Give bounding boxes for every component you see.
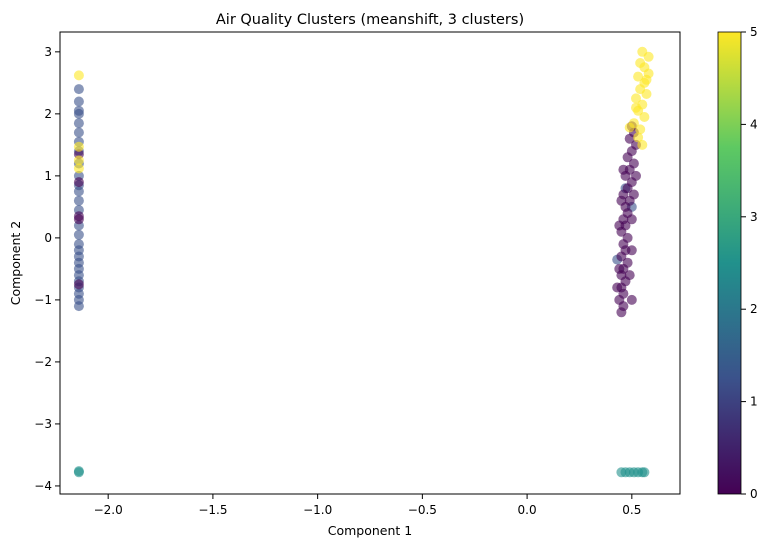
- colorbar-tick-label: 2: [750, 302, 758, 316]
- colorbar: 0 1 2 3 4 5: [717, 25, 758, 501]
- scatter-point: [73, 118, 84, 129]
- y-tick-label: −2: [34, 355, 52, 369]
- colorbar-tick-label: 5: [750, 25, 758, 39]
- y-axis-label: Component 2: [8, 221, 23, 306]
- colorbar-tick-label: 4: [750, 117, 758, 131]
- y-tick-label: 0: [44, 231, 52, 245]
- scatter-point: [73, 105, 84, 116]
- scatter-point: [628, 189, 639, 200]
- x-tick-label: −2.0: [94, 503, 123, 517]
- scatter-point: [631, 93, 641, 104]
- scatter-point: [633, 132, 644, 143]
- scatter-point: [73, 84, 84, 95]
- scatter-point: [73, 239, 84, 250]
- scatter-point: [639, 467, 650, 478]
- scatter-point: [637, 139, 648, 150]
- scatter-point: [631, 170, 641, 181]
- y-tick-label: 1: [44, 169, 52, 183]
- chart-title: Air Quality Clusters (meanshift, 3 clust…: [216, 12, 524, 28]
- colorbar-tick-label: 3: [750, 210, 758, 224]
- x-axis: −2.0 −1.5 −1.0 −0.5 0.0 0.5: [94, 494, 641, 517]
- scatter-point: [73, 177, 84, 188]
- scatter-point: [643, 51, 654, 62]
- scatter-point: [614, 220, 625, 231]
- scatter-point: [73, 214, 84, 225]
- scatter-point: [624, 122, 635, 133]
- x-tick-label: −1.0: [303, 503, 332, 517]
- y-tick-label: −1: [34, 293, 52, 307]
- scatter-point: [73, 229, 84, 240]
- colorbar-tick-label: 0: [750, 487, 758, 501]
- scatter-point: [73, 279, 84, 290]
- scatter-point: [612, 282, 623, 293]
- scatter-point: [616, 195, 627, 206]
- scatter-point: [73, 141, 84, 152]
- scatter-point: [614, 263, 625, 274]
- scatter-point: [635, 124, 646, 135]
- y-tick-label: 2: [44, 107, 52, 121]
- y-axis: −4 −3 −2 −1 0 1 2 3: [34, 45, 60, 493]
- scatter-point: [633, 71, 644, 82]
- x-tick-label: −0.5: [408, 503, 437, 517]
- y-tick-label: 3: [44, 45, 52, 59]
- scatter-point: [618, 164, 629, 175]
- scatter-point: [631, 102, 641, 113]
- scatter-point: [641, 74, 652, 85]
- x-axis-label: Component 1: [328, 523, 413, 538]
- scatter-point: [73, 70, 84, 81]
- colorbar-gradient: [717, 31, 742, 495]
- data-points: [73, 46, 654, 478]
- scatter-point: [622, 232, 633, 243]
- x-tick-label: −1.5: [198, 503, 227, 517]
- scatter-point: [73, 195, 84, 206]
- scatter-point: [73, 163, 84, 174]
- scatter-point: [639, 112, 650, 122]
- scatter-point: [641, 89, 652, 99]
- y-tick-label: −3: [34, 417, 52, 431]
- scatter-point: [622, 257, 633, 268]
- colorbar-ticks: 0 1 2 3 4 5: [741, 25, 758, 501]
- scatter-point: [73, 96, 84, 107]
- scatter-point: [628, 158, 639, 169]
- scatter-point: [626, 294, 637, 305]
- scatter-point: [626, 214, 637, 225]
- plot-frame: [59, 31, 681, 495]
- scatter-point: [73, 127, 84, 138]
- x-tick-label: 0.0: [518, 503, 537, 517]
- x-tick-label: 0.5: [622, 503, 641, 517]
- scatter-point: [73, 155, 84, 166]
- scatter-point: [73, 466, 84, 477]
- scatter-point: [624, 270, 635, 281]
- scatter-point: [626, 245, 637, 256]
- y-tick-label: −4: [34, 479, 52, 493]
- colorbar-tick-label: 1: [750, 395, 758, 409]
